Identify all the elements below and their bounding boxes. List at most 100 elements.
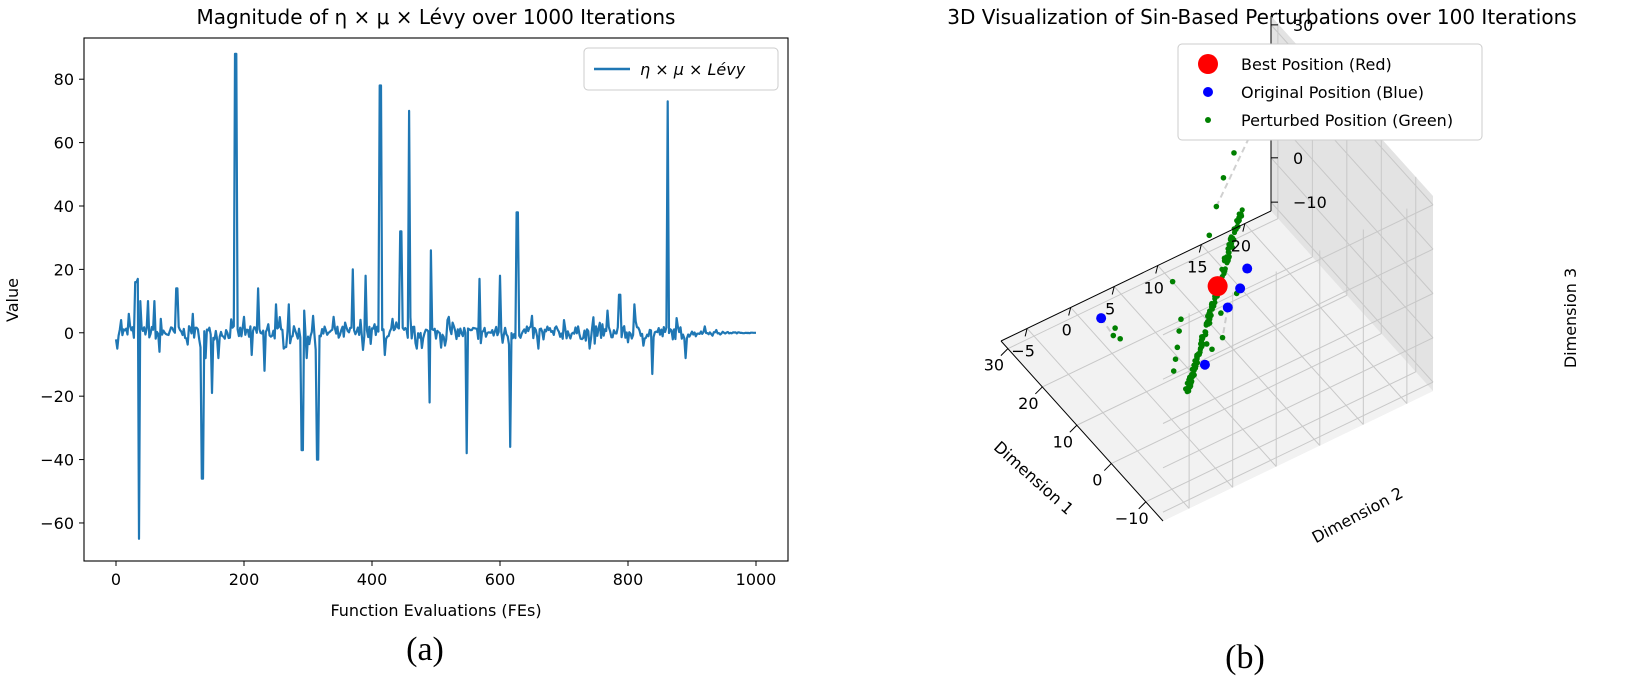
y-tick-mark <box>1111 286 1115 295</box>
perturbed-point <box>1194 360 1201 366</box>
perturbed-point <box>1208 302 1215 308</box>
legend-original-label: Original Position (Blue) <box>1241 83 1424 102</box>
chart-a-legend-box <box>583 47 779 91</box>
perturbed-point <box>1207 316 1213 322</box>
y-tick-label: 20 <box>1231 237 1251 256</box>
perturbed-point <box>1117 335 1123 342</box>
grid-y-floor <box>1026 328 1190 509</box>
perturbed-point <box>1236 211 1242 217</box>
original-point <box>1199 359 1210 370</box>
perturbed-point <box>1224 260 1230 266</box>
grid-z-back <box>1162 381 1434 513</box>
chart-b-points <box>1096 59 1288 395</box>
x-tick-label: 10 <box>1053 432 1073 451</box>
perturbed-point <box>1195 351 1201 357</box>
grid-x-floor <box>1042 256 1313 388</box>
axis-dimension-1 <box>1000 340 1164 522</box>
perturbed-point <box>1219 334 1226 341</box>
perturbed-point <box>1228 241 1235 247</box>
chart-a-frame <box>83 37 789 562</box>
grid-z-side <box>1270 157 1434 339</box>
x-tick-label: 0 <box>1092 471 1102 490</box>
chart-b-y-label: Dimension 2 <box>1309 483 1406 547</box>
perturbed-point <box>1198 341 1204 347</box>
chart-a-y-axis: −60 −40 −20 0 20 40 60 80 <box>40 70 84 533</box>
x-tick-label: −10 <box>1115 509 1149 528</box>
grid-z-side <box>1270 201 1434 383</box>
y-tick-label: −20 <box>40 387 74 406</box>
y-tick-label: 0 <box>1062 320 1072 339</box>
perturbed-point <box>1222 266 1228 272</box>
perturbed-point <box>1170 368 1177 374</box>
perturbed-point <box>1221 271 1227 277</box>
original-point <box>1096 313 1107 324</box>
perturbed-point <box>1236 215 1242 221</box>
x-tick-mark <box>1103 463 1112 471</box>
x-tick-label: 200 <box>229 570 260 589</box>
x-tick-label: 800 <box>613 570 644 589</box>
perturbed-point <box>1206 232 1213 239</box>
y-tick-label: −40 <box>40 451 74 470</box>
y-tick-mark <box>1068 307 1072 316</box>
chart-a-x-axis: 0 200 400 600 800 1000 <box>111 561 776 589</box>
perturbed-point <box>1205 321 1211 327</box>
perturbed-point <box>1194 355 1200 361</box>
perturbed-point <box>1169 278 1176 285</box>
y-tick-label: 5 <box>1105 299 1115 318</box>
perturbed-point <box>1220 174 1227 181</box>
y-tick-label: −5 <box>1011 341 1035 360</box>
y-tick-label: 40 <box>54 197 74 216</box>
legend-perturbed-marker <box>1205 117 1211 123</box>
perturbed-point <box>1184 386 1191 392</box>
trail-line <box>1221 307 1229 338</box>
chart-b-legend: Best Position (Red) Original Position (B… <box>1177 43 1483 141</box>
y-tick-mark <box>1242 223 1246 232</box>
caption-a: (a) <box>406 631 444 668</box>
perturbed-point <box>1231 237 1237 243</box>
grid-y-floor <box>1070 307 1234 488</box>
grid-z-back <box>1162 293 1434 424</box>
x-tick-mark <box>1069 424 1078 433</box>
x-tick-mark <box>1138 501 1147 510</box>
y-tick-mark <box>1155 265 1159 274</box>
perturbed-point <box>1189 366 1195 372</box>
perturbed-point <box>1110 332 1117 339</box>
grid-y-floor <box>1200 244 1364 425</box>
chart-a-y-label: Value <box>3 278 22 322</box>
chart-a-legend: η × μ × Lévy <box>583 47 779 91</box>
perturbed-point <box>1188 383 1194 389</box>
y-tick-mark <box>1198 244 1202 253</box>
chart-a-x-label: Function Evaluations (FEs) <box>330 601 541 620</box>
perturbed-point <box>1189 371 1195 377</box>
x-tick-label: 600 <box>485 570 516 589</box>
chart-a-legend-label: η × μ × Lévy <box>640 60 746 79</box>
perturbed-point <box>1112 325 1118 331</box>
x-tick-label: 1000 <box>736 570 777 589</box>
series-line <box>114 52 756 540</box>
panel-a-line-chart: Magnitude of η × μ × Lévy over 1000 Iter… <box>3 5 789 668</box>
perturbed-point <box>1176 328 1182 334</box>
perturbed-point <box>1200 335 1206 341</box>
z-tick-label: 0 <box>1293 149 1303 168</box>
perturbed-point <box>1218 310 1224 316</box>
perturbed-point <box>1172 356 1179 363</box>
chart-b-z-label: Dimension 3 <box>1561 268 1580 368</box>
y-tick-label: 0 <box>64 324 74 343</box>
grid-z-side <box>1270 113 1434 294</box>
perturbed-point <box>1203 329 1209 335</box>
panel-b-3d-scatter: 3D Visualization of Sin-Based Perturbati… <box>947 5 1580 676</box>
perturbed-point <box>1174 344 1181 351</box>
perturbed-point <box>1178 316 1184 323</box>
z-tick-label: 30 <box>1293 16 1313 35</box>
grid-z-back <box>1162 248 1434 380</box>
grid-z-back <box>1162 337 1434 469</box>
perturbed-point <box>1226 249 1232 256</box>
y-tick-label: −60 <box>40 514 74 533</box>
legend-best-marker <box>1198 54 1218 74</box>
perturbed-point <box>1213 203 1220 210</box>
legend-best-label: Best Position (Red) <box>1241 55 1392 74</box>
y-tick-label: 80 <box>54 70 74 89</box>
x-tick-mark <box>1000 348 1009 357</box>
chart-a-title: Magnitude of η × μ × Lévy over 1000 Iter… <box>197 5 676 29</box>
